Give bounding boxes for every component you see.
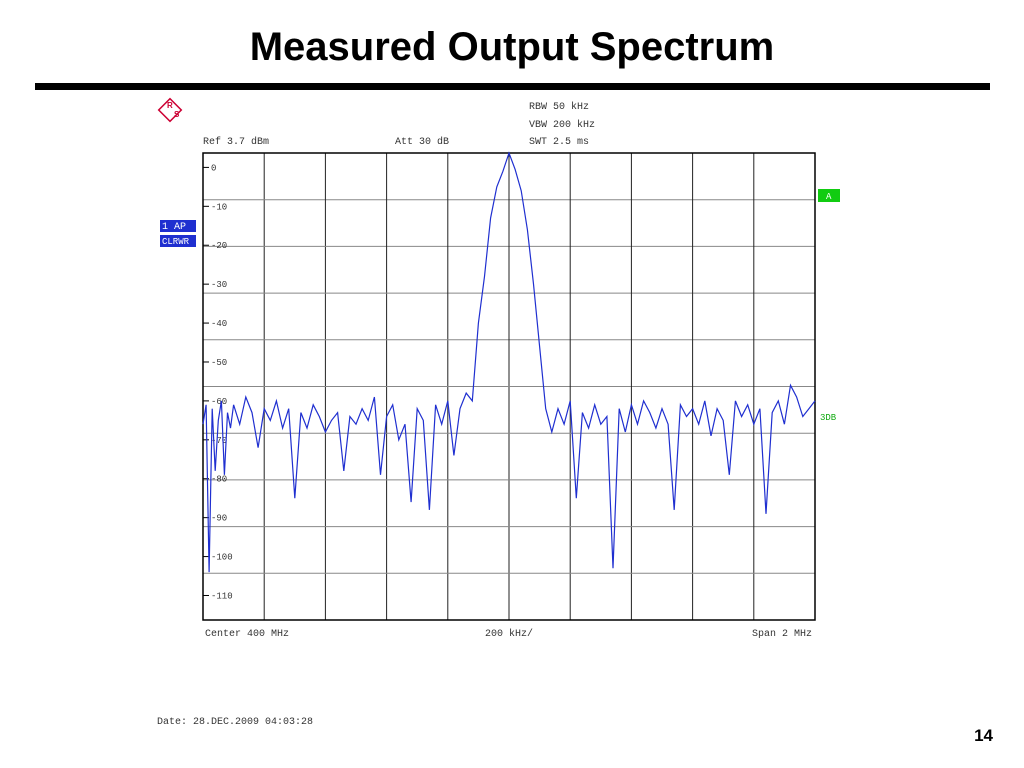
line-label: 3DB [820,413,837,423]
y-tick-label: -80 [211,475,227,485]
y-tick-label: -110 [211,591,233,601]
date: Date: 28.DEC.2009 04:03:28 [157,717,313,728]
logo-letter: R [167,101,173,110]
y-tick-label: -20 [211,241,227,251]
trace-label: 1 AP [162,222,186,233]
mode-label: CLRWR [162,237,190,247]
swt: SWT 2.5 ms [529,137,589,148]
logo: R S [157,97,183,123]
y-tick-label: -10 [211,202,227,212]
marker-badge [818,189,840,202]
span: Span 2 MHz [752,629,812,640]
logo-frame [157,97,183,123]
page-number: 14 [974,726,993,745]
freq-per-div: 200 kHz/ [485,628,533,640]
ref-level: Ref 3.7 dBm [203,136,269,148]
title-rule [35,83,990,90]
trace-badge [160,220,196,232]
trace [202,151,816,573]
marker-label: A [826,192,832,202]
center-freq: Center 400 MHz [205,629,289,640]
y-tick-label: -50 [211,358,227,368]
y-tick-label: -100 [211,553,233,563]
y-tick-label: 0 [211,163,216,173]
y-tick-label: -40 [211,319,227,329]
graticule [203,153,815,620]
y-tick-label: -30 [211,280,227,290]
rbw: RBW 50 kHz [529,101,589,113]
y-tick-label: -70 [211,436,227,446]
logo-letter: S [174,110,180,119]
y-tick-label: -60 [211,397,227,407]
attenuation: Att 30 dB [395,136,449,148]
mode-badge [160,235,196,247]
vbw: VBW 200 kHz [529,119,595,131]
y-tick-label: -90 [211,514,227,524]
slide-title: Measured Output Spectrum [250,25,775,69]
